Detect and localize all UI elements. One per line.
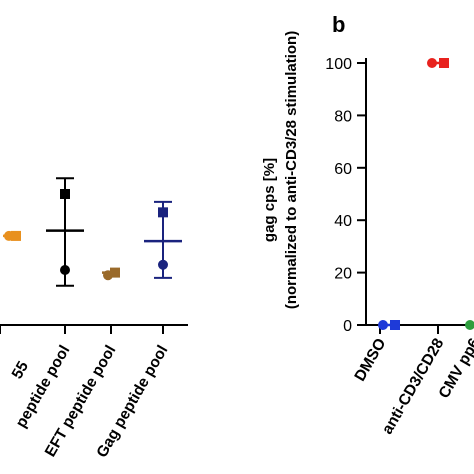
panel-b-marks	[378, 58, 474, 330]
data-point-left-3-0	[158, 207, 168, 218]
left-panel-marks	[3, 177, 182, 287]
series-b-1	[427, 58, 449, 68]
series-b-0	[378, 320, 400, 330]
series-left-3	[144, 200, 182, 279]
b-y-tick-label-80: 80	[334, 108, 352, 125]
data-point-left-0-1	[11, 230, 21, 241]
data-point-left-1-1	[60, 264, 70, 275]
series-left-1	[46, 177, 84, 287]
data-point-b-0-1	[390, 320, 400, 330]
y-axis-title-line-1: gag cps [%]	[261, 158, 278, 242]
series-b-2	[465, 320, 474, 330]
series-left-2	[102, 267, 120, 281]
left-panel: 55 peptide pool EFT peptide pool Gag pep…	[0, 177, 188, 461]
data-point-left-2-1	[110, 267, 120, 278]
data-point-b-1-0	[427, 58, 437, 68]
data-point-b-0-0	[378, 320, 388, 330]
b-y-tick-label-100: 100	[325, 56, 352, 73]
b-y-tick-label-60: 60	[334, 161, 352, 178]
b-category-label-2: anti-CD3/CD28	[379, 335, 448, 437]
panel-b: b gag cps [%] (normalized to anti-CD3/28…	[261, 12, 474, 437]
left-category-label-1: 55	[9, 358, 33, 382]
data-point-left-1-0	[60, 189, 70, 199]
y-axis-title-line-2: (normalized to anti-CD3/28 stimulation)	[283, 31, 300, 309]
panel-b-y-ticks: 0 20 40 60 80 100	[325, 56, 366, 335]
data-point-left-3-1	[158, 259, 168, 270]
b-category-label-1: DMSO	[351, 336, 389, 385]
b-y-tick-label-40: 40	[334, 213, 352, 230]
data-point-b-1-1	[439, 58, 449, 68]
series-left-0	[3, 230, 21, 241]
panel-label-b: b	[332, 12, 345, 37]
b-y-tick-label-20: 20	[334, 266, 352, 283]
data-point-b-2-0	[465, 320, 474, 330]
b-y-tick-label-0: 0	[343, 318, 352, 335]
